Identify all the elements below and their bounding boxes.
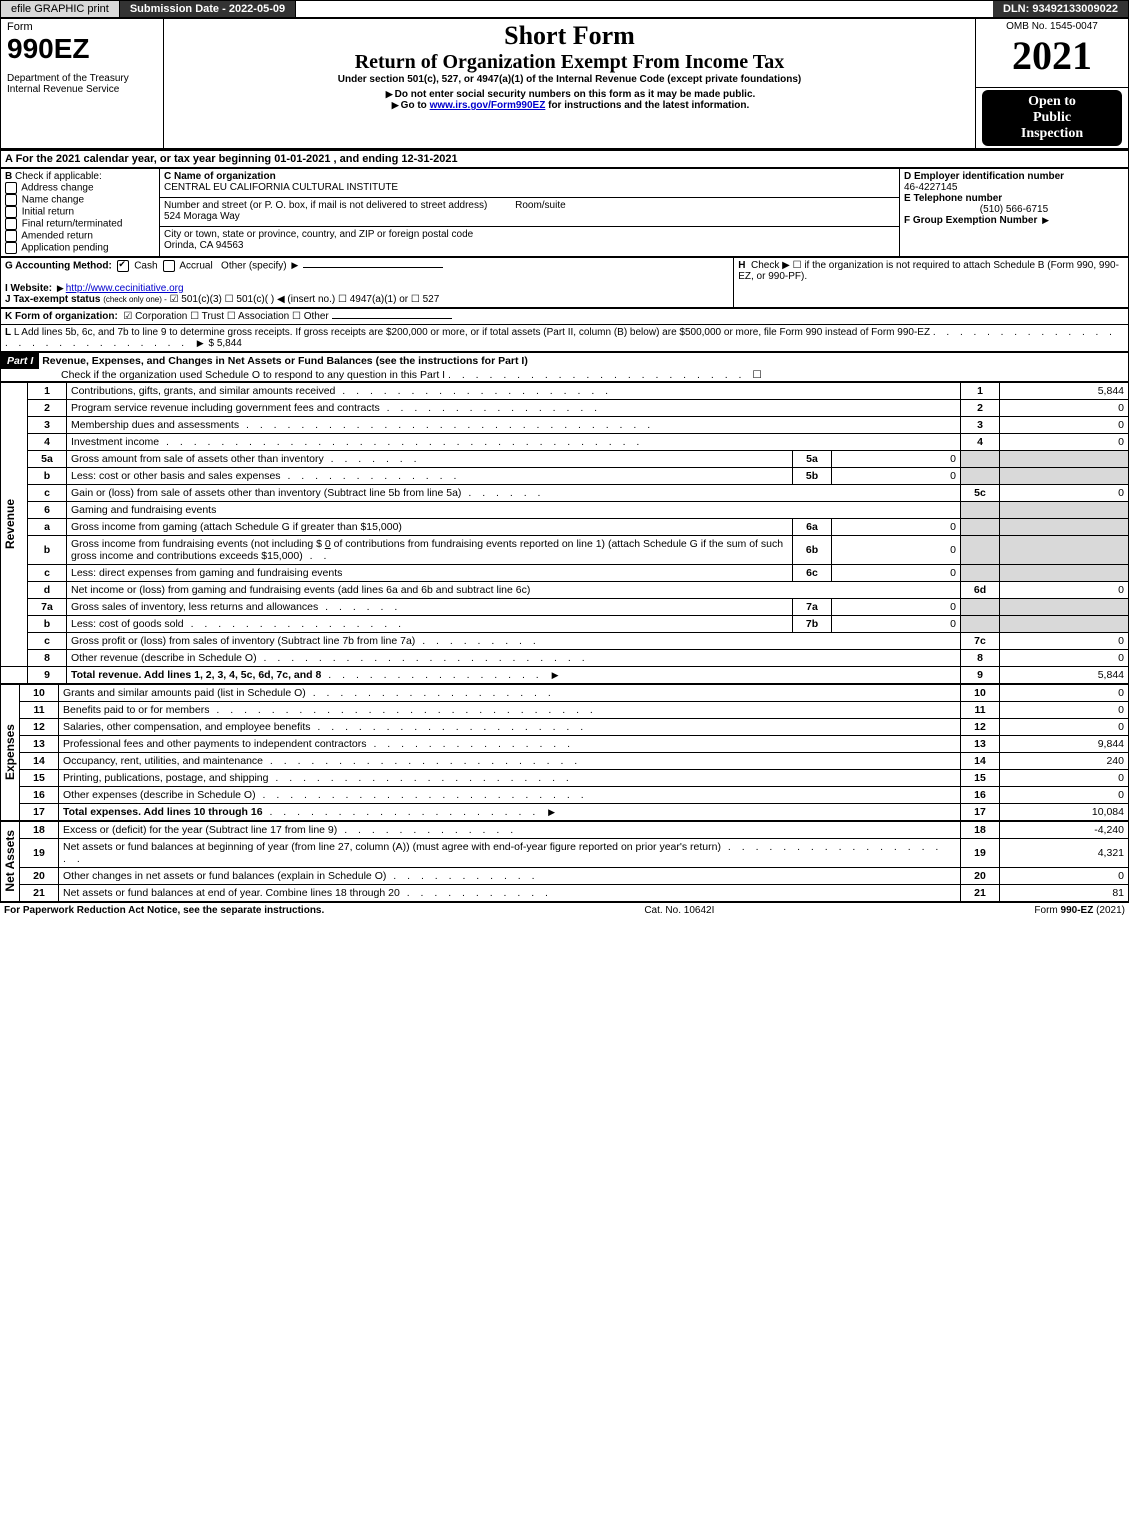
tax-year: 2021: [982, 32, 1122, 79]
checkbox-initial-return[interactable]: [5, 206, 17, 218]
i-label: I Website:: [5, 283, 52, 294]
c-name-label: C Name of organization: [164, 171, 276, 182]
bullet-ssn: Do not enter social security numbers on …: [395, 89, 756, 100]
top-bar: efile GRAPHIC print Submission Date - 20…: [0, 0, 1129, 18]
line-6b-value: 0: [832, 535, 961, 564]
footer-catno: Cat. No. 10642I: [644, 905, 714, 916]
org-name: CENTRAL EU CALIFORNIA CULTURAL INSTITUTE: [164, 182, 398, 193]
checkbox-final-return[interactable]: [5, 218, 17, 230]
checkbox-cash[interactable]: [117, 260, 129, 272]
page-footer: For Paperwork Reduction Act Notice, see …: [0, 902, 1129, 918]
checkbox-application-pending[interactable]: [5, 242, 17, 254]
city-label: City or town, state or province, country…: [164, 229, 473, 240]
expenses-side-label: Expenses: [1, 720, 19, 784]
netassets-side-label: Net Assets: [1, 826, 19, 896]
ghijkl-table: G Accounting Method: Cash Accrual Other …: [0, 257, 1129, 352]
line-2-value: 0: [1000, 399, 1129, 416]
efile-print-button[interactable]: efile GRAPHIC print: [1, 1, 120, 17]
footer-paperwork: For Paperwork Reduction Act Notice, see …: [4, 905, 324, 916]
checkbox-amended-return[interactable]: [5, 230, 17, 242]
room-label: Room/suite: [515, 200, 566, 211]
dept-label: Department of the Treasury: [7, 73, 157, 84]
line-8-value: 0: [1000, 649, 1129, 666]
title-main: Short Form: [170, 21, 969, 51]
line-17-value: 10,084: [1000, 803, 1129, 820]
part1-check: Check if the organization used Schedule …: [1, 369, 445, 381]
line-21-value: 81: [1000, 884, 1129, 901]
revenue-table: Revenue 1 Contributions, gifts, grants, …: [0, 382, 1129, 684]
line-11-value: 0: [1000, 701, 1129, 718]
revenue-side-label: Revenue: [1, 495, 19, 553]
form-header: Form 990EZ Department of the Treasury In…: [0, 18, 1129, 149]
line-13-value: 9,844: [1000, 735, 1129, 752]
line-7c-value: 0: [1000, 632, 1129, 649]
omb-number: OMB No. 1545-0047: [982, 21, 1122, 32]
line-7b-value: 0: [832, 615, 961, 632]
part1-title: Revenue, Expenses, and Changes in Net As…: [42, 355, 528, 367]
bullet-goto-post: for instructions and the latest informat…: [545, 100, 749, 111]
open-to-public: Open to Public Inspection: [982, 90, 1122, 146]
line-3-value: 0: [1000, 416, 1129, 433]
title-sub: Return of Organization Exempt From Incom…: [170, 51, 969, 74]
l-text: L Add lines 5b, 6c, and 7b to line 9 to …: [14, 327, 930, 338]
line-16-value: 0: [1000, 786, 1129, 803]
f-label: F Group Exemption Number: [904, 215, 1037, 226]
irs-label: Internal Revenue Service: [7, 84, 157, 95]
form-number: 990EZ: [7, 33, 157, 65]
h-text: Check ▶ ☐ if the organization is not req…: [738, 260, 1119, 282]
line-7a-value: 0: [832, 598, 961, 615]
footer-formref: Form 990-EZ (2021): [1034, 905, 1125, 916]
checkbox-name-change[interactable]: [5, 194, 17, 206]
line-4-value: 0: [1000, 433, 1129, 450]
city: Orinda, CA 94563: [164, 240, 244, 251]
line-10-value: 0: [1000, 684, 1129, 701]
line-6a-value: 0: [832, 518, 961, 535]
k-label: K Form of organization:: [5, 311, 118, 322]
part1-checkbox[interactable]: ☐: [752, 369, 761, 381]
k-options: ☑ Corporation ☐ Trust ☐ Association ☐ Ot…: [123, 311, 328, 322]
line-6c-value: 0: [832, 564, 961, 581]
e-label: E Telephone number: [904, 193, 1002, 204]
line-20-value: 0: [1000, 867, 1129, 884]
line-18-value: -4,240: [1000, 821, 1129, 838]
submission-date: Submission Date - 2022-05-09: [120, 1, 296, 17]
line-6d-value: 0: [1000, 581, 1129, 598]
d-label: D Employer identification number: [904, 171, 1064, 182]
phone: (510) 566-6715: [904, 204, 1124, 215]
irs-link[interactable]: www.irs.gov/Form990EZ: [430, 100, 546, 111]
part1-label: Part I: [1, 353, 39, 369]
b-label: Check if applicable:: [15, 171, 102, 182]
part1-header: Part I Revenue, Expenses, and Changes in…: [0, 352, 1129, 382]
street: 524 Moraga Way: [164, 211, 240, 222]
entity-info-table: B Check if applicable: Address change Na…: [0, 168, 1129, 257]
bullet-goto-pre: Go to: [401, 100, 430, 111]
website-link[interactable]: http://www.cecinitiative.org: [66, 283, 184, 294]
street-label: Number and street (or P. O. box, if mail…: [164, 200, 487, 211]
netassets-table: Net Assets 18 Excess or (deficit) for th…: [0, 821, 1129, 902]
line-5c-value: 0: [1000, 484, 1129, 501]
checkbox-accrual[interactable]: [163, 260, 175, 272]
checkbox-address-change[interactable]: [5, 182, 17, 194]
expenses-table: Expenses 10 Grants and similar amounts p…: [0, 684, 1129, 821]
form-word: Form: [7, 21, 157, 33]
g-label: G Accounting Method:: [5, 260, 112, 271]
line-5a-value: 0: [832, 450, 961, 467]
line-15-value: 0: [1000, 769, 1129, 786]
line-1-value: 5,844: [1000, 382, 1129, 399]
line-9-value: 5,844: [1000, 666, 1129, 683]
line-5b-value: 0: [832, 467, 961, 484]
line-19-value: 4,321: [1000, 838, 1129, 867]
line-12-value: 0: [1000, 718, 1129, 735]
dln: DLN: 93492133009022: [993, 1, 1128, 17]
line-14-value: 240: [1000, 752, 1129, 769]
l-amount: $ 5,844: [209, 338, 242, 349]
ein: 46-4227145: [904, 182, 957, 193]
section-a-tax-year: A For the 2021 calendar year, or tax yea…: [0, 149, 1129, 168]
j-label: J Tax-exempt status: [5, 294, 100, 305]
j-options: ☑ 501(c)(3) ☐ 501(c)( ) ◀ (insert no.) ☐…: [170, 294, 440, 305]
title-note: Under section 501(c), 527, or 4947(a)(1)…: [170, 74, 969, 85]
